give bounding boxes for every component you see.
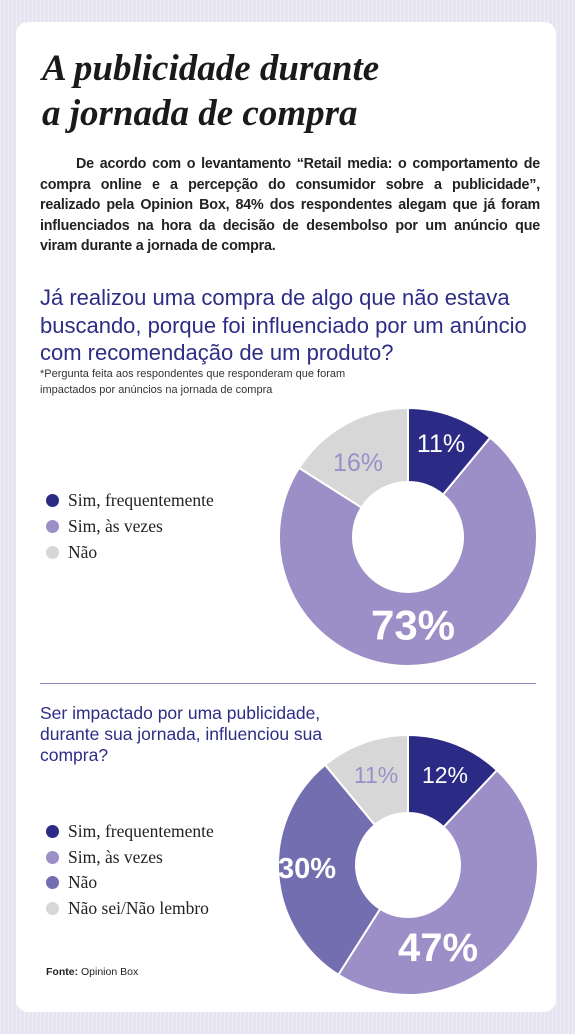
- chart2-question: Ser impactado por uma publicidade, duran…: [40, 703, 323, 765]
- source-label: Fonte:: [46, 966, 79, 978]
- slice-label: 30%: [278, 853, 336, 885]
- legend-swatch: [46, 519, 59, 533]
- legend-label: Sim, às vezes: [68, 846, 163, 867]
- legend-swatch: [46, 825, 59, 839]
- source-value: Opinion Box: [81, 966, 139, 978]
- section-divider: [40, 683, 536, 684]
- legend-label: Não: [68, 541, 98, 562]
- intro-paragraph: De acordo com o levantamento “Retail med…: [40, 156, 540, 254]
- donut-slice: [323, 733, 409, 827]
- legend-label: Sim, às vezes: [68, 515, 163, 536]
- chart1-note: *Pergunta feita aos respondentes que res…: [40, 368, 346, 396]
- legend-swatch: [46, 850, 59, 864]
- legend-label: Não sei/Não lembro: [68, 897, 209, 918]
- slice-label: 73%: [371, 602, 455, 649]
- chart1-donut: 11% 73% 16%: [278, 406, 538, 667]
- title-line-1: A publicidade durante: [42, 48, 380, 89]
- legend-item: Sim, frequentemente: [46, 819, 214, 845]
- donut-slice: [278, 436, 538, 667]
- slice-label: 11%: [417, 430, 465, 458]
- legend-swatch: [46, 876, 59, 890]
- legend-item: Sim, às vezes: [46, 513, 214, 539]
- donut-slice: [336, 768, 539, 996]
- legend-label: Sim, frequentemente: [68, 821, 214, 842]
- slice-label: 47%: [398, 926, 478, 970]
- infographic-card: A publicidade durante a jornada de compr…: [16, 22, 556, 1012]
- legend-label: Sim, frequentemente: [68, 489, 214, 510]
- source-note: Fonte: Opinion Box: [46, 966, 138, 978]
- page-title: A publicidade durante a jornada de compr…: [42, 46, 542, 136]
- slice-label: 11%: [354, 762, 398, 788]
- legend-item: Não: [46, 539, 214, 565]
- donut-slice: [297, 406, 409, 509]
- donut-slice: [277, 763, 382, 977]
- chart1-legend: Sim, frequentemente Sim, às vezes Não: [46, 487, 214, 565]
- legend-item: Não: [46, 870, 214, 896]
- slice-label: 16%: [333, 449, 383, 477]
- legend-item: Sim, às vezes: [46, 845, 214, 871]
- legend-item: Sim, frequentemente: [46, 487, 214, 513]
- slice-label: 12%: [422, 762, 468, 788]
- chart2-donut: 12% 47% 30% 11%: [277, 733, 539, 996]
- legend-swatch: [46, 901, 59, 915]
- title-line-2: a jornada de compra: [42, 93, 358, 134]
- legend-swatch: [46, 493, 59, 507]
- chart2-legend: Sim, frequentemente Sim, às vezes Não Nã…: [46, 819, 214, 921]
- legend-swatch: [46, 545, 59, 559]
- chart1-question: Já realizou uma compra de algo que não e…: [40, 285, 527, 365]
- legend-label: Não: [68, 872, 98, 893]
- legend-item: Não sei/Não lembro: [46, 896, 214, 922]
